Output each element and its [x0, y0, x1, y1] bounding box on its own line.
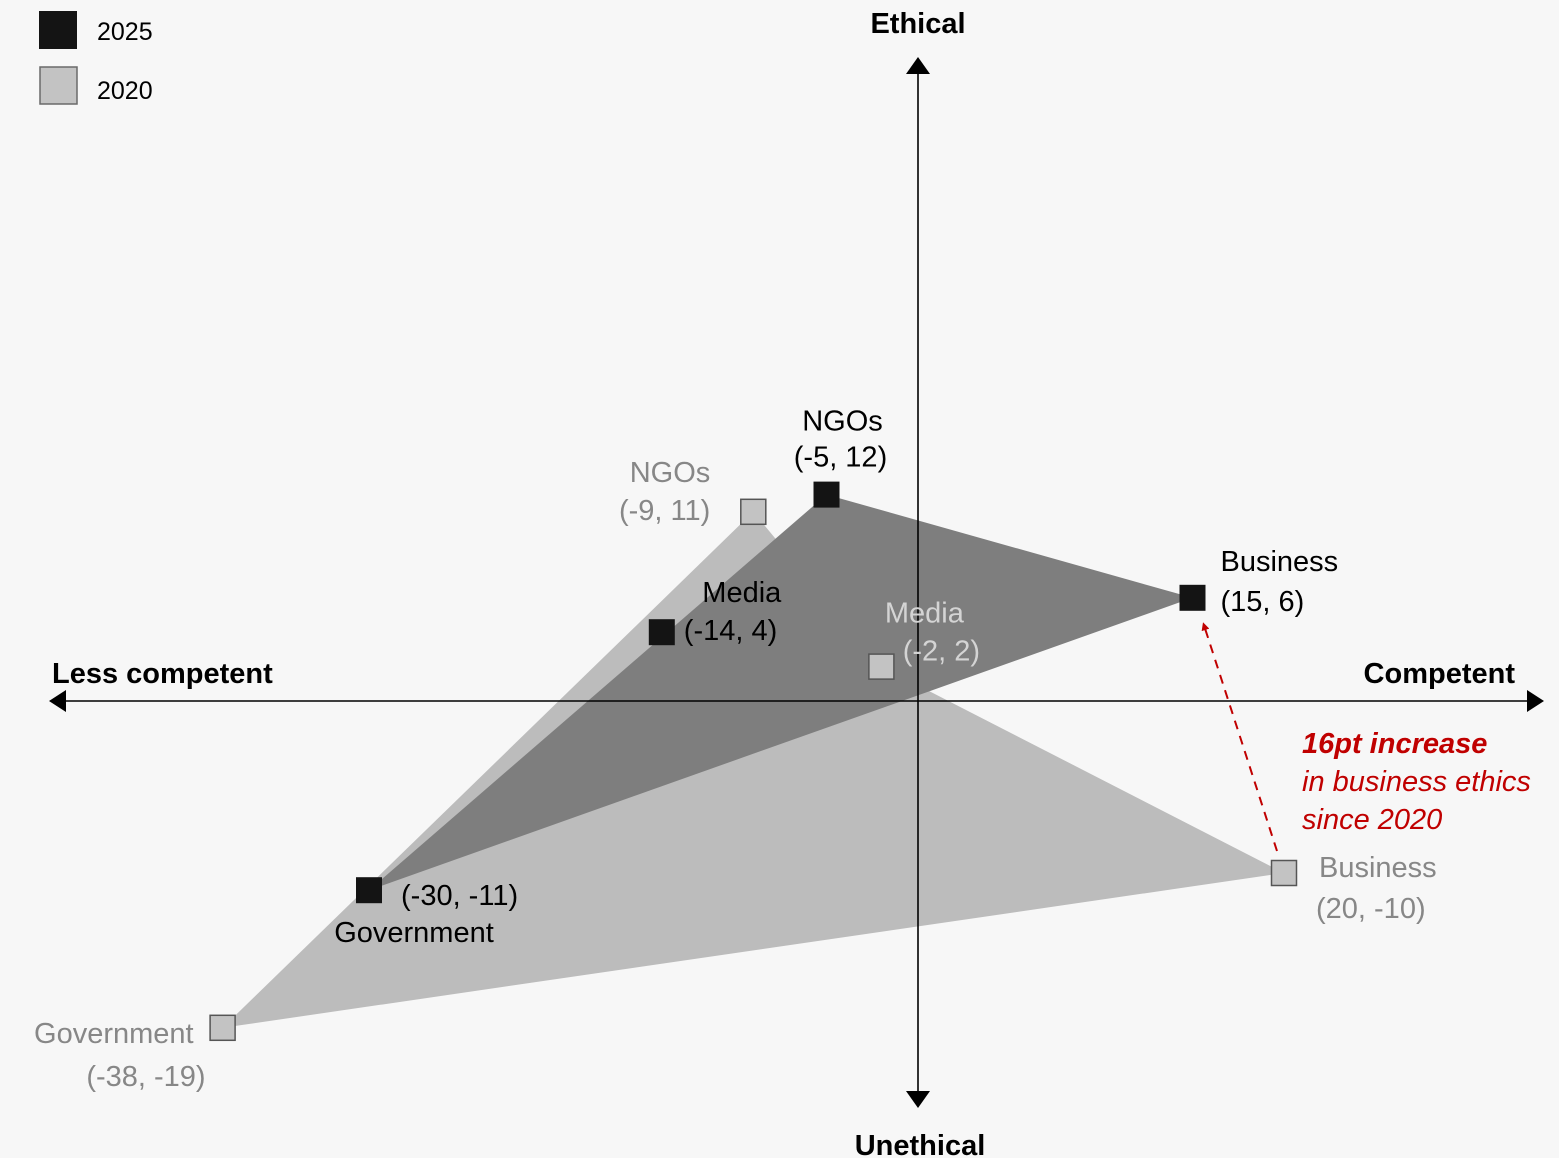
label-coord-business-2025: (15, 6): [1221, 586, 1305, 618]
label-coord-media-2025: (-14, 4): [684, 615, 777, 647]
marker-government-2025: [356, 877, 382, 904]
y-axis-bottom-arrow: [906, 1091, 930, 1108]
label-coord-government-2025: (-30, -11): [401, 880, 518, 912]
point-layer: NGOs (-9, 11) Media (-2, 2) Business (20, -10…: [34, 406, 1437, 1093]
annotation-line-3: since 2020: [1302, 804, 1442, 836]
legend-swatch-2025: [39, 11, 77, 49]
label-coord-media-2020: (-2, 2): [903, 636, 980, 668]
label-coord-ngos-2020: (-9, 11): [619, 495, 710, 527]
legend-label-2025: 2025: [97, 18, 153, 46]
label-name-ngos-2020: NGOs: [630, 457, 711, 489]
x-axis-right-arrow: [1527, 690, 1544, 712]
label-name-business-2025: Business: [1221, 546, 1339, 578]
axis-label-unethical: Unethical: [855, 1130, 986, 1158]
annotation-arrow: [1201, 622, 1278, 852]
legend-swatch-2020: [39, 66, 78, 105]
label-name-ngos-2025: NGOs: [802, 406, 883, 438]
axis-label-ethical: Ethical: [870, 8, 965, 40]
label-coord-ngos-2025: (-5, 12): [794, 442, 887, 474]
axes: Ethical Unethical Less competent Compete…: [49, 8, 1544, 1158]
marker-media-2025: [648, 619, 675, 646]
axis-label-less-competent: Less competent: [52, 658, 273, 690]
marker-ngos-2020: [740, 498, 767, 526]
label-name-media-2025: Media: [702, 577, 782, 609]
annotation: 16pt increase in business ethics since 2…: [1201, 622, 1531, 852]
label-name-government-2020: Government: [34, 1018, 194, 1050]
polygon-2025: [369, 494, 1193, 891]
marker-business-2025: [1179, 584, 1206, 611]
y-axis-top-arrow: [906, 57, 930, 74]
polygon-layer: [222, 494, 1285, 1028]
label-coord-business-2020: (20, -10): [1316, 893, 1426, 925]
annotation-line-1: 16pt increase: [1302, 728, 1487, 760]
legend-label-2020: 2020: [97, 77, 153, 105]
label-name-government-2025: Government: [334, 917, 494, 949]
annotation-line-2: in business ethics: [1302, 766, 1531, 798]
marker-government-2020: [209, 1014, 236, 1042]
marker-media-2020: [868, 653, 895, 680]
x-axis-left-arrow: [49, 690, 66, 712]
label-name-media-2020: Media: [885, 598, 965, 630]
label-name-business-2020: Business: [1319, 852, 1437, 884]
marker-ngos-2025: [813, 481, 840, 508]
legend: 2025 2020: [39, 11, 153, 105]
marker-business-2020: [1270, 859, 1298, 887]
label-coord-government-2020: (-38, -19): [86, 1061, 205, 1093]
axis-label-competent: Competent: [1364, 658, 1516, 690]
polygon-2020: [222, 511, 1285, 1028]
